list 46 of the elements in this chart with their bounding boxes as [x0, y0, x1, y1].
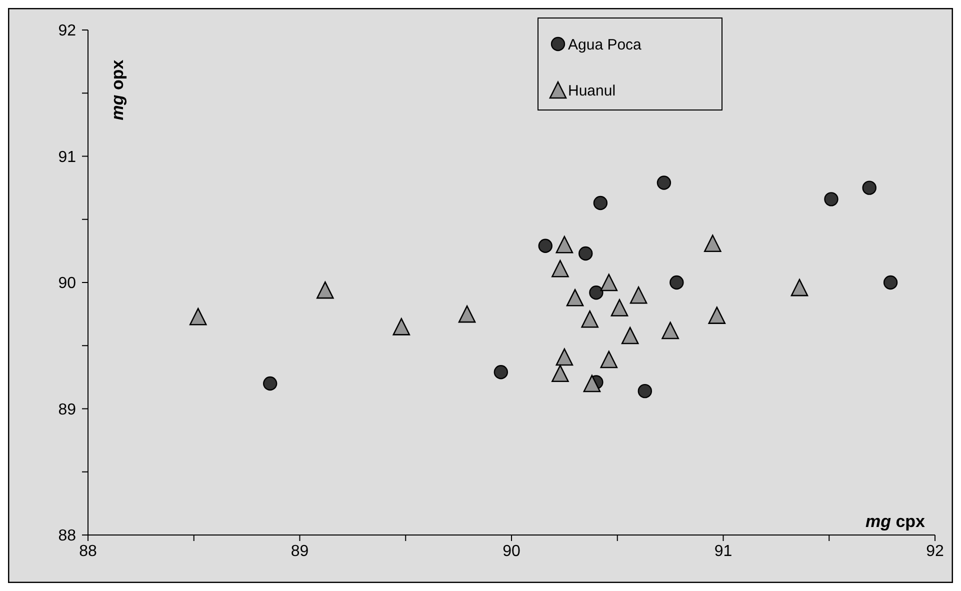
- x-tick-label: 91: [714, 543, 732, 560]
- legend-label: Agua Poca: [568, 36, 642, 54]
- y-tick-label: 88: [58, 528, 76, 545]
- point: [589, 286, 604, 300]
- x-tick-label: 90: [502, 543, 520, 560]
- point: [600, 350, 618, 368]
- y-tick-label: 90: [58, 275, 76, 292]
- point: [704, 234, 722, 252]
- point: [593, 196, 608, 210]
- point: [670, 275, 684, 290]
- point: [552, 260, 569, 278]
- point: [566, 289, 584, 306]
- point: [662, 322, 679, 340]
- point: [600, 274, 618, 292]
- point: [581, 310, 598, 328]
- x-tick-label: 88: [79, 543, 97, 560]
- point: [556, 236, 574, 254]
- x-tick-label: 92: [926, 543, 944, 560]
- point: [316, 281, 334, 299]
- point: [824, 192, 838, 206]
- point: [552, 364, 569, 382]
- point: [458, 305, 476, 323]
- point: [392, 318, 410, 336]
- point: [621, 326, 639, 344]
- point: [790, 278, 808, 296]
- point: [538, 238, 552, 253]
- point: [656, 176, 672, 190]
- point: [610, 299, 628, 316]
- point: [263, 376, 278, 391]
- point: [556, 348, 574, 366]
- point: [638, 384, 652, 398]
- x-tick-label: 89: [290, 543, 309, 560]
- point: [583, 374, 601, 392]
- point: [494, 365, 508, 380]
- point: [578, 246, 593, 261]
- point: [708, 306, 726, 324]
- point: [862, 180, 876, 195]
- point: [883, 275, 898, 290]
- legend-label: Huanul: [568, 82, 616, 100]
- y-tick-label: 89: [58, 401, 76, 418]
- y-tick-label: 91: [58, 148, 76, 166]
- x-axis-title: mg cpx: [865, 512, 926, 531]
- y-tick-label: 92: [58, 22, 76, 40]
- point: [630, 286, 648, 304]
- point: [189, 308, 207, 326]
- y-axis-title: mg opx: [108, 59, 127, 120]
